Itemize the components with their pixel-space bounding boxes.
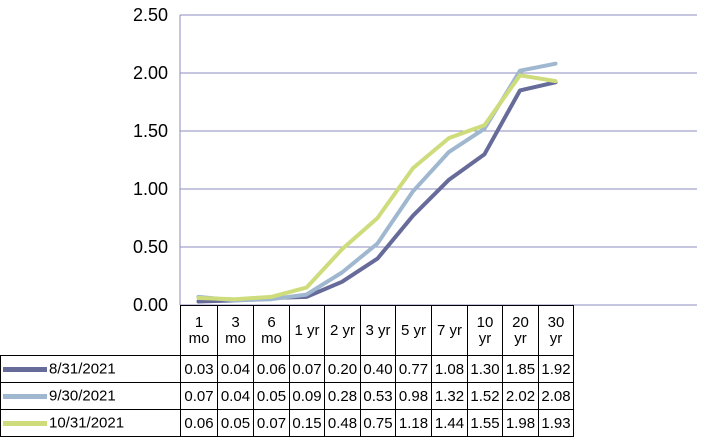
data-value: 1.85: [502, 355, 539, 383]
data-value: 1.93: [538, 409, 574, 437]
data-value: 1.44: [431, 409, 468, 437]
data-value: 0.07: [180, 382, 218, 410]
series-line-1: [196, 80, 558, 304]
y-tick-label: 1.50: [133, 121, 168, 141]
data-value: 0.28: [324, 382, 361, 410]
series-name: 8/31/2021: [49, 360, 116, 378]
legend-swatch: [3, 366, 47, 372]
category-label: 5 yr: [395, 305, 432, 356]
category-label: 3 mo: [217, 305, 254, 356]
category-label: 1 yr: [289, 305, 325, 356]
y-tick-label: 0.50: [133, 237, 168, 257]
data-value: 2.02: [502, 382, 539, 410]
y-tick-label: 2.50: [133, 5, 168, 25]
y-tick-label: 1.00: [133, 179, 168, 199]
data-value: 0.05: [217, 409, 254, 437]
category-label: 7 yr: [431, 305, 468, 356]
data-value: 0.53: [360, 382, 396, 410]
data-value: 0.04: [217, 355, 254, 383]
data-value: 1.30: [467, 355, 503, 383]
y-tick-label: 0.00: [133, 295, 168, 315]
data-value: 0.05: [253, 382, 290, 410]
data-value: 0.04: [217, 382, 254, 410]
data-value: 2.08: [538, 382, 574, 410]
legend-swatch: [3, 393, 47, 399]
legend-entry: 10/31/2021: [0, 409, 181, 437]
data-value: 1.98: [502, 409, 539, 437]
series-name: 10/31/2021: [49, 414, 125, 432]
legend-entry: 9/30/2021: [0, 382, 181, 410]
table-row: 9/30/2021 0.07 0.04 0.05 0.09 0.28 0.53 0.98 1.3…: [0, 382, 574, 410]
category-label: 30 yr: [538, 305, 574, 356]
series-name: 9/30/2021: [49, 387, 116, 405]
data-value: 0.15: [289, 409, 325, 437]
table-row: 10/31/2021 0.06 0.05 0.07 0.15 0.48 0.75 1.18 1.…: [0, 409, 574, 437]
data-value: 0.07: [289, 355, 325, 383]
data-value: 0.98: [395, 382, 432, 410]
table-corner: [1, 306, 181, 356]
data-value: 1.52: [467, 382, 503, 410]
data-value: 0.06: [180, 409, 218, 437]
category-label: 6 mo: [253, 305, 290, 356]
data-value: 0.77: [395, 355, 432, 383]
legend-entry: 8/31/2021: [0, 355, 181, 383]
data-value: 1.18: [395, 409, 432, 437]
category-label: 10 yr: [467, 305, 503, 356]
data-value: 0.09: [289, 382, 325, 410]
data-value: 0.20: [324, 355, 361, 383]
data-table: 1 mo 3 mo 6 mo 1 yr 2 yr 3 yr 5 yr 7 yr 10 yr 20 …: [0, 305, 574, 437]
data-value: 0.06: [253, 355, 290, 383]
y-tick-label: 2.00: [133, 63, 168, 83]
data-value: 0.48: [324, 409, 361, 437]
category-label: 3 yr: [360, 305, 396, 356]
series-line-3: [196, 73, 558, 302]
category-label: 20 yr: [502, 305, 539, 356]
category-label: 1 mo: [180, 305, 218, 356]
data-value: 0.40: [360, 355, 396, 383]
data-value: 1.55: [467, 409, 503, 437]
data-value: 0.07: [253, 409, 290, 437]
data-value: 1.08: [431, 355, 468, 383]
category-label: 2 yr: [324, 305, 361, 356]
table-header-row: 1 mo 3 mo 6 mo 1 yr 2 yr 3 yr 5 yr 7 yr 10 yr 20 …: [1, 305, 574, 356]
legend-swatch: [3, 420, 47, 426]
table-row: 8/31/2021 0.03 0.04 0.06 0.07 0.20 0.40 0.77 1.0…: [0, 355, 574, 383]
data-value: 0.75: [360, 409, 396, 437]
data-value: 1.92: [538, 355, 574, 383]
data-value: 0.03: [180, 355, 218, 383]
data-value: 1.32: [431, 382, 468, 410]
